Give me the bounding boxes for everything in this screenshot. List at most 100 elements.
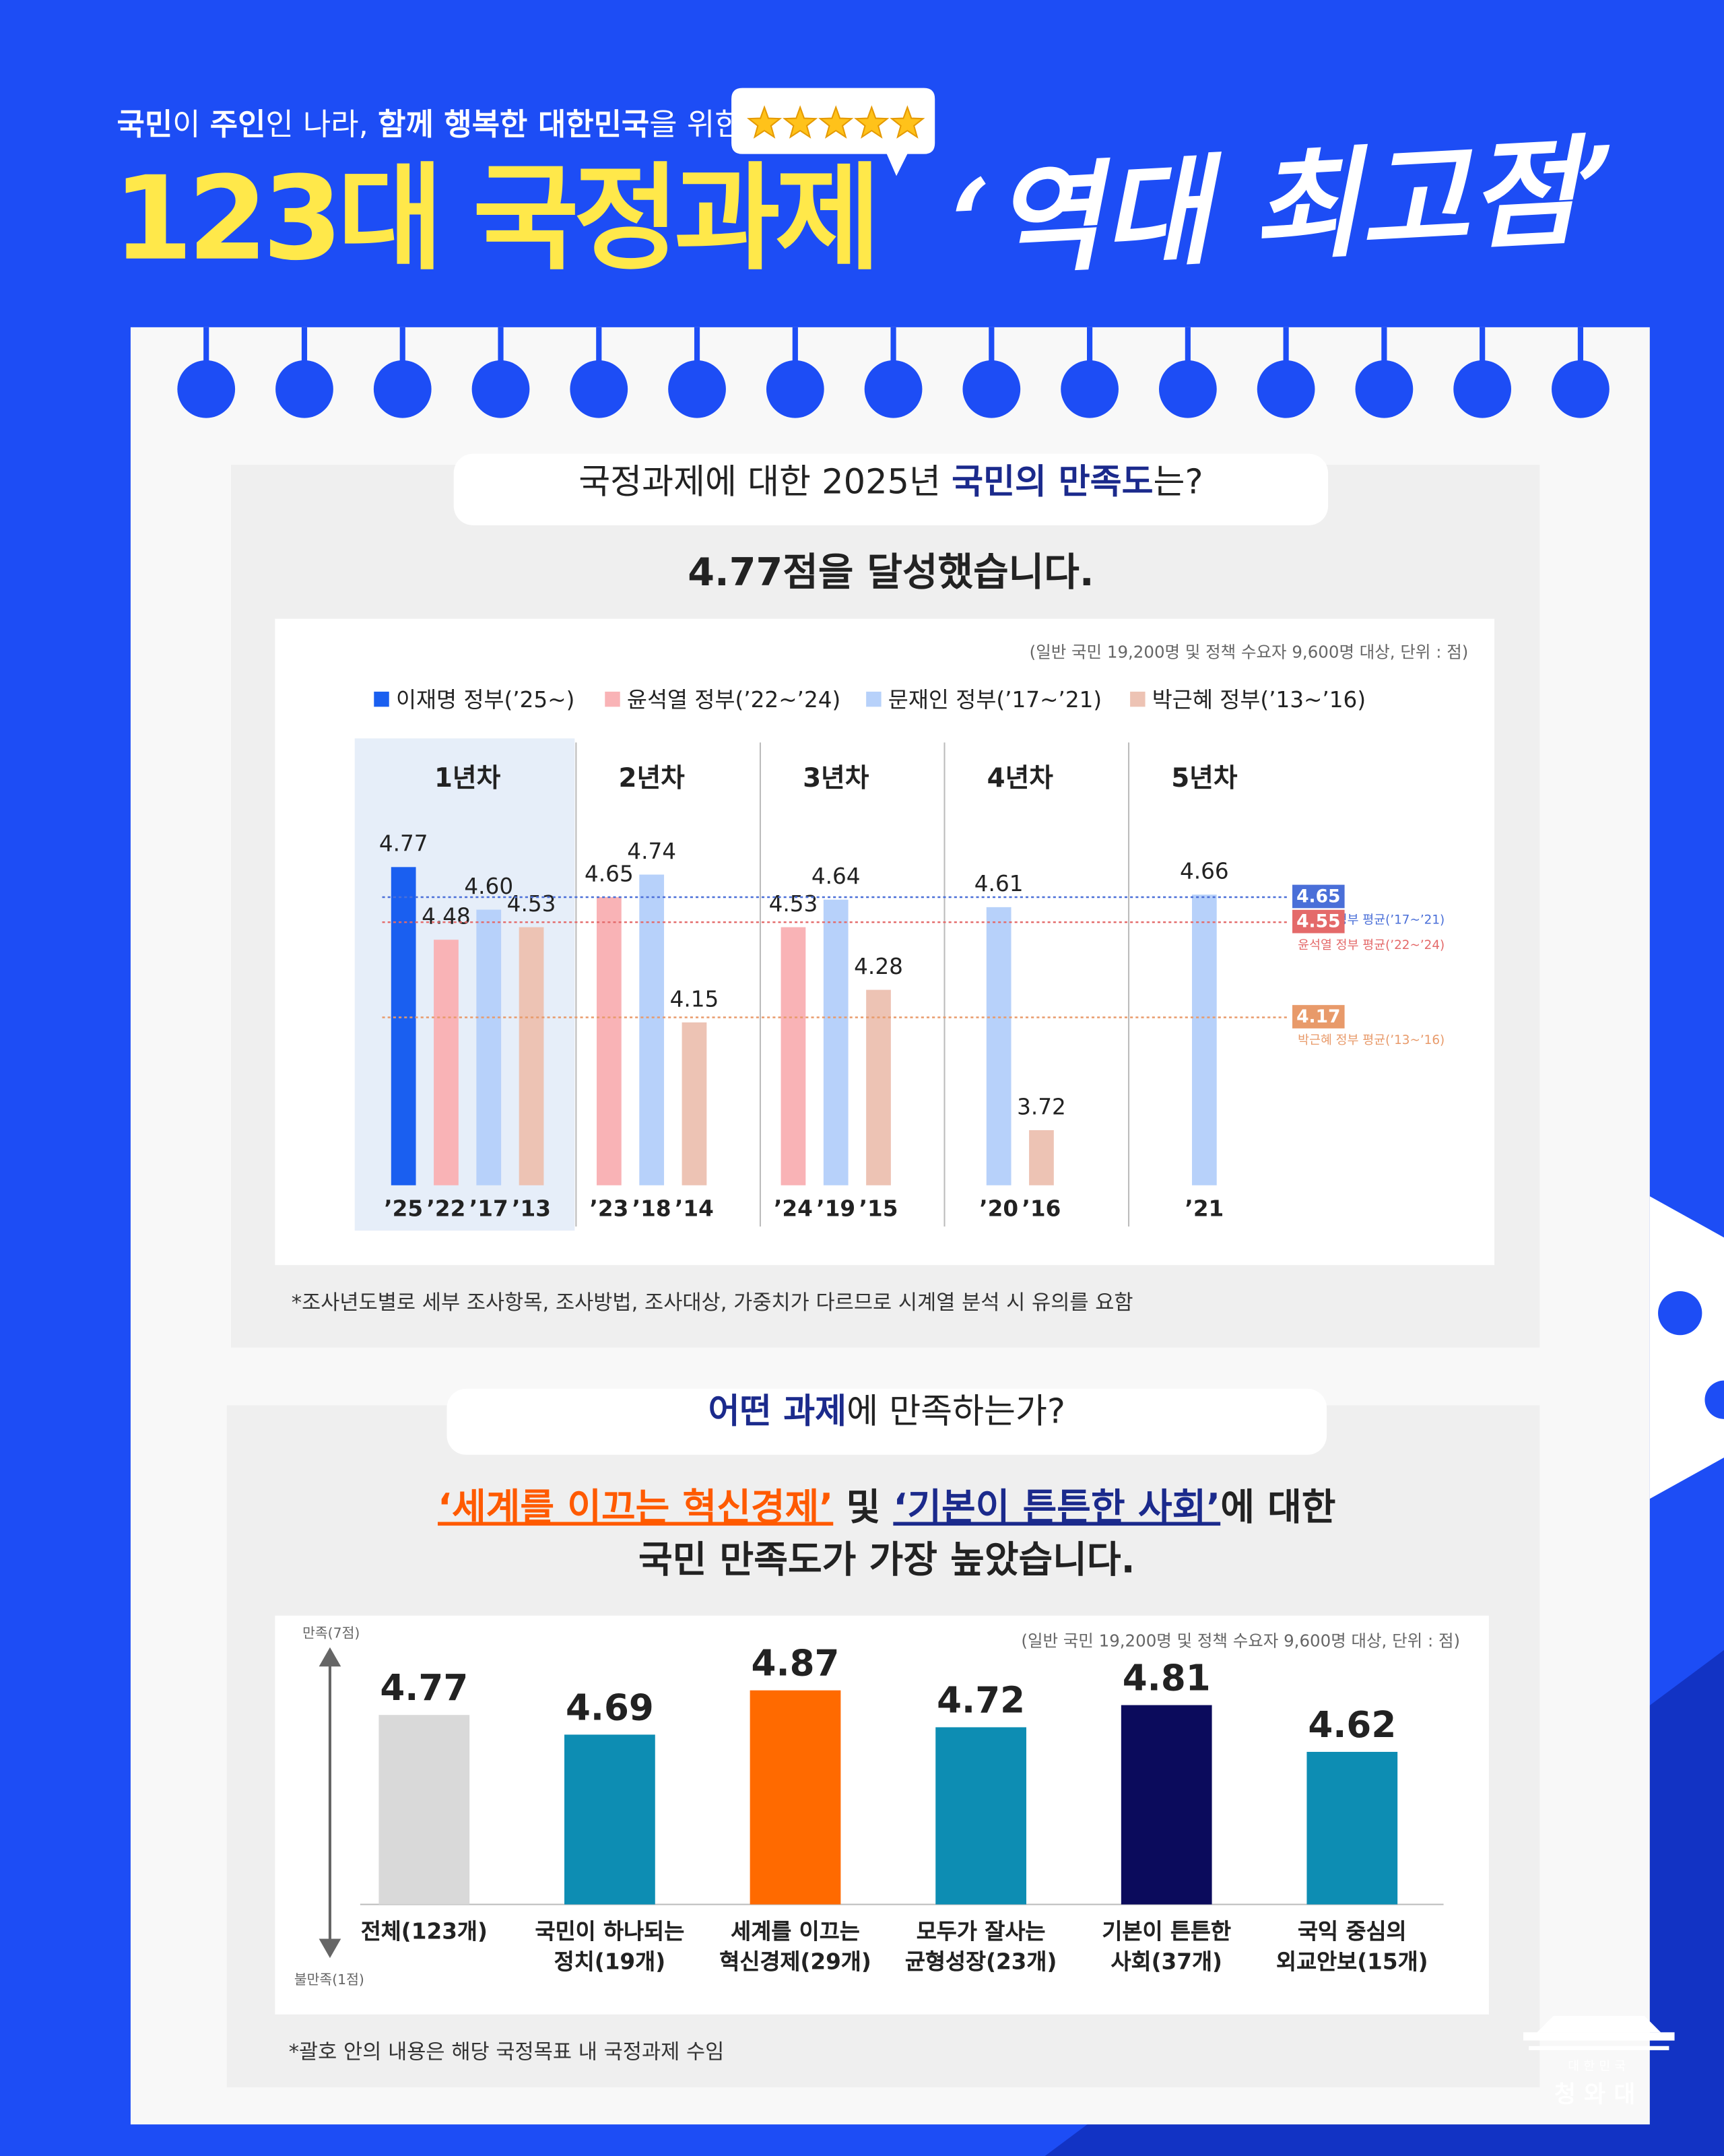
question-part: 국민의 만족도 bbox=[952, 463, 1153, 502]
answer: 4.77점을 달성했습니다. bbox=[688, 550, 1094, 595]
question-tab bbox=[446, 1388, 1327, 1455]
bar bbox=[476, 909, 502, 1185]
bar bbox=[597, 896, 622, 1185]
hole bbox=[766, 360, 824, 418]
value-label: 4.81 bbox=[1123, 1657, 1211, 1699]
bar-label: ’25 bbox=[384, 1196, 423, 1222]
hole bbox=[1257, 360, 1315, 418]
stars bbox=[746, 105, 925, 139]
reference-name: 윤석열 정부 평균(’22~’24) bbox=[1298, 938, 1445, 952]
bar-label: ’16 bbox=[1022, 1196, 1061, 1222]
bar bbox=[682, 1022, 707, 1185]
bar-label: ’19 bbox=[816, 1196, 855, 1222]
axis-top-label: 만족(7점) bbox=[302, 1625, 360, 1641]
bar bbox=[935, 1727, 1026, 1905]
hole bbox=[1158, 360, 1217, 418]
question: 국정과제에 대한 2025년 국민의 만족도는? bbox=[578, 463, 1203, 502]
bar-label: ’23 bbox=[589, 1196, 628, 1222]
headline-part: 및 bbox=[833, 1486, 893, 1529]
headline: 국민 만족도가 가장 높았습니다. bbox=[638, 1538, 1135, 1581]
reference-badge bbox=[1292, 909, 1345, 934]
question: 어떤 과제에 만족하는가? bbox=[708, 1392, 1065, 1432]
bar bbox=[564, 1734, 655, 1905]
side-hole bbox=[1704, 1380, 1724, 1419]
legend-swatch bbox=[374, 691, 389, 707]
bar-label: ’18 bbox=[632, 1196, 671, 1222]
value-label: 4.15 bbox=[670, 986, 719, 1012]
hole bbox=[1552, 360, 1610, 418]
bar bbox=[391, 867, 416, 1185]
headline-part: 에 대한 bbox=[1220, 1486, 1335, 1529]
hole bbox=[275, 360, 333, 418]
value-label: 4.48 bbox=[422, 904, 471, 929]
legend-label: 문재인 정부(’17~’21) bbox=[888, 687, 1102, 713]
logo-roof bbox=[1537, 2015, 1661, 2033]
logo-roof bbox=[1523, 2032, 1675, 2041]
side-paper bbox=[1649, 1196, 1724, 1499]
chart-1: (일반 국민 19,200명 및 정책 수요자 9,600명 대상, 단위 : … bbox=[292, 643, 1469, 1315]
category-label: 기본이 튼튼한 사회(37개) bbox=[1102, 1918, 1232, 1975]
tagline-part: 인 나라, bbox=[265, 106, 378, 142]
logo-small: 대한민국 bbox=[1568, 2059, 1630, 2073]
bar bbox=[434, 940, 459, 1185]
value-label: 4.77 bbox=[380, 1667, 468, 1709]
bar-label: ’20 bbox=[979, 1196, 1018, 1222]
tagline-part: 함께 행복한 대한민국 bbox=[378, 106, 649, 142]
bar-label: ’17 bbox=[469, 1196, 508, 1222]
category-label: 국민이 하나되는 정치(19개) bbox=[535, 1918, 685, 1975]
value-label: 4.77 bbox=[379, 831, 428, 857]
legend-label: 이재명 정부(’25~) bbox=[396, 687, 574, 713]
bar-label: ’13 bbox=[512, 1196, 551, 1222]
legend-swatch bbox=[1130, 691, 1146, 707]
value-label: 3.72 bbox=[1017, 1094, 1066, 1119]
hole bbox=[1061, 360, 1119, 418]
headline: ‘세계를 이끄는 혁신경제’ 및 ‘기본이 튼튼한 사회’에 대한 bbox=[438, 1486, 1335, 1529]
legend-swatch bbox=[605, 691, 620, 707]
question-tab bbox=[453, 453, 1329, 525]
value-label: 4.72 bbox=[937, 1679, 1025, 1721]
hole bbox=[864, 360, 923, 418]
headline-part: ‘세계를 이끄는 혁신경제’ bbox=[438, 1486, 833, 1529]
legend-label: 윤석열 정부(’22~’24) bbox=[627, 687, 840, 713]
group-label: 4년차 bbox=[987, 763, 1054, 793]
hole bbox=[471, 360, 530, 418]
value-label: 4.66 bbox=[1180, 859, 1229, 884]
star bbox=[854, 105, 890, 139]
binding-holes bbox=[177, 327, 1610, 418]
logo-name: 청와대 bbox=[1554, 2081, 1643, 2108]
reference-badge bbox=[1292, 1005, 1345, 1028]
hole bbox=[177, 360, 236, 418]
bar bbox=[823, 899, 849, 1185]
arrow-head bbox=[319, 1647, 341, 1667]
value-label: 4.64 bbox=[811, 863, 861, 889]
value-label: 4.69 bbox=[566, 1687, 654, 1728]
bar bbox=[781, 927, 806, 1185]
category-label: 모두가 잘사는 균형성장(23개) bbox=[904, 1918, 1057, 1975]
hole bbox=[373, 360, 432, 418]
legend-label: 박근혜 정부(’13~’16) bbox=[1152, 687, 1366, 713]
question-part: 어떤 과제 bbox=[708, 1392, 847, 1432]
bar-label: ’22 bbox=[427, 1196, 466, 1222]
chart-note: (일반 국민 19,200명 및 정책 수요자 9,600명 대상, 단위 : … bbox=[1021, 1631, 1460, 1651]
hole bbox=[962, 360, 1021, 418]
value-label: 4.65 bbox=[585, 861, 634, 886]
hole bbox=[668, 360, 726, 418]
tagline-part: 주인 bbox=[210, 106, 266, 142]
value-label: 4.61 bbox=[974, 871, 1024, 896]
headline-part: ‘기본이 튼튼한 사회’ bbox=[893, 1486, 1220, 1529]
logo-base bbox=[1529, 2046, 1669, 2050]
side-hole bbox=[1658, 1291, 1702, 1336]
value-label: 4.62 bbox=[1308, 1704, 1396, 1746]
value-label: 4.53 bbox=[507, 891, 556, 917]
tagline-part: 을 위한 bbox=[649, 106, 742, 142]
star bbox=[818, 105, 854, 139]
star bbox=[783, 105, 818, 139]
bar bbox=[1191, 894, 1217, 1185]
value-label: 4.60 bbox=[464, 874, 513, 899]
main-title: 123대 국정과제 bbox=[112, 152, 875, 286]
question-part: 국정과제에 대한 2025년 bbox=[578, 463, 952, 502]
footnote: *조사년도별로 세부 조사항목, 조사방법, 조사대상, 가중치가 다르므로 시… bbox=[292, 1291, 1133, 1315]
bar bbox=[378, 1715, 470, 1905]
